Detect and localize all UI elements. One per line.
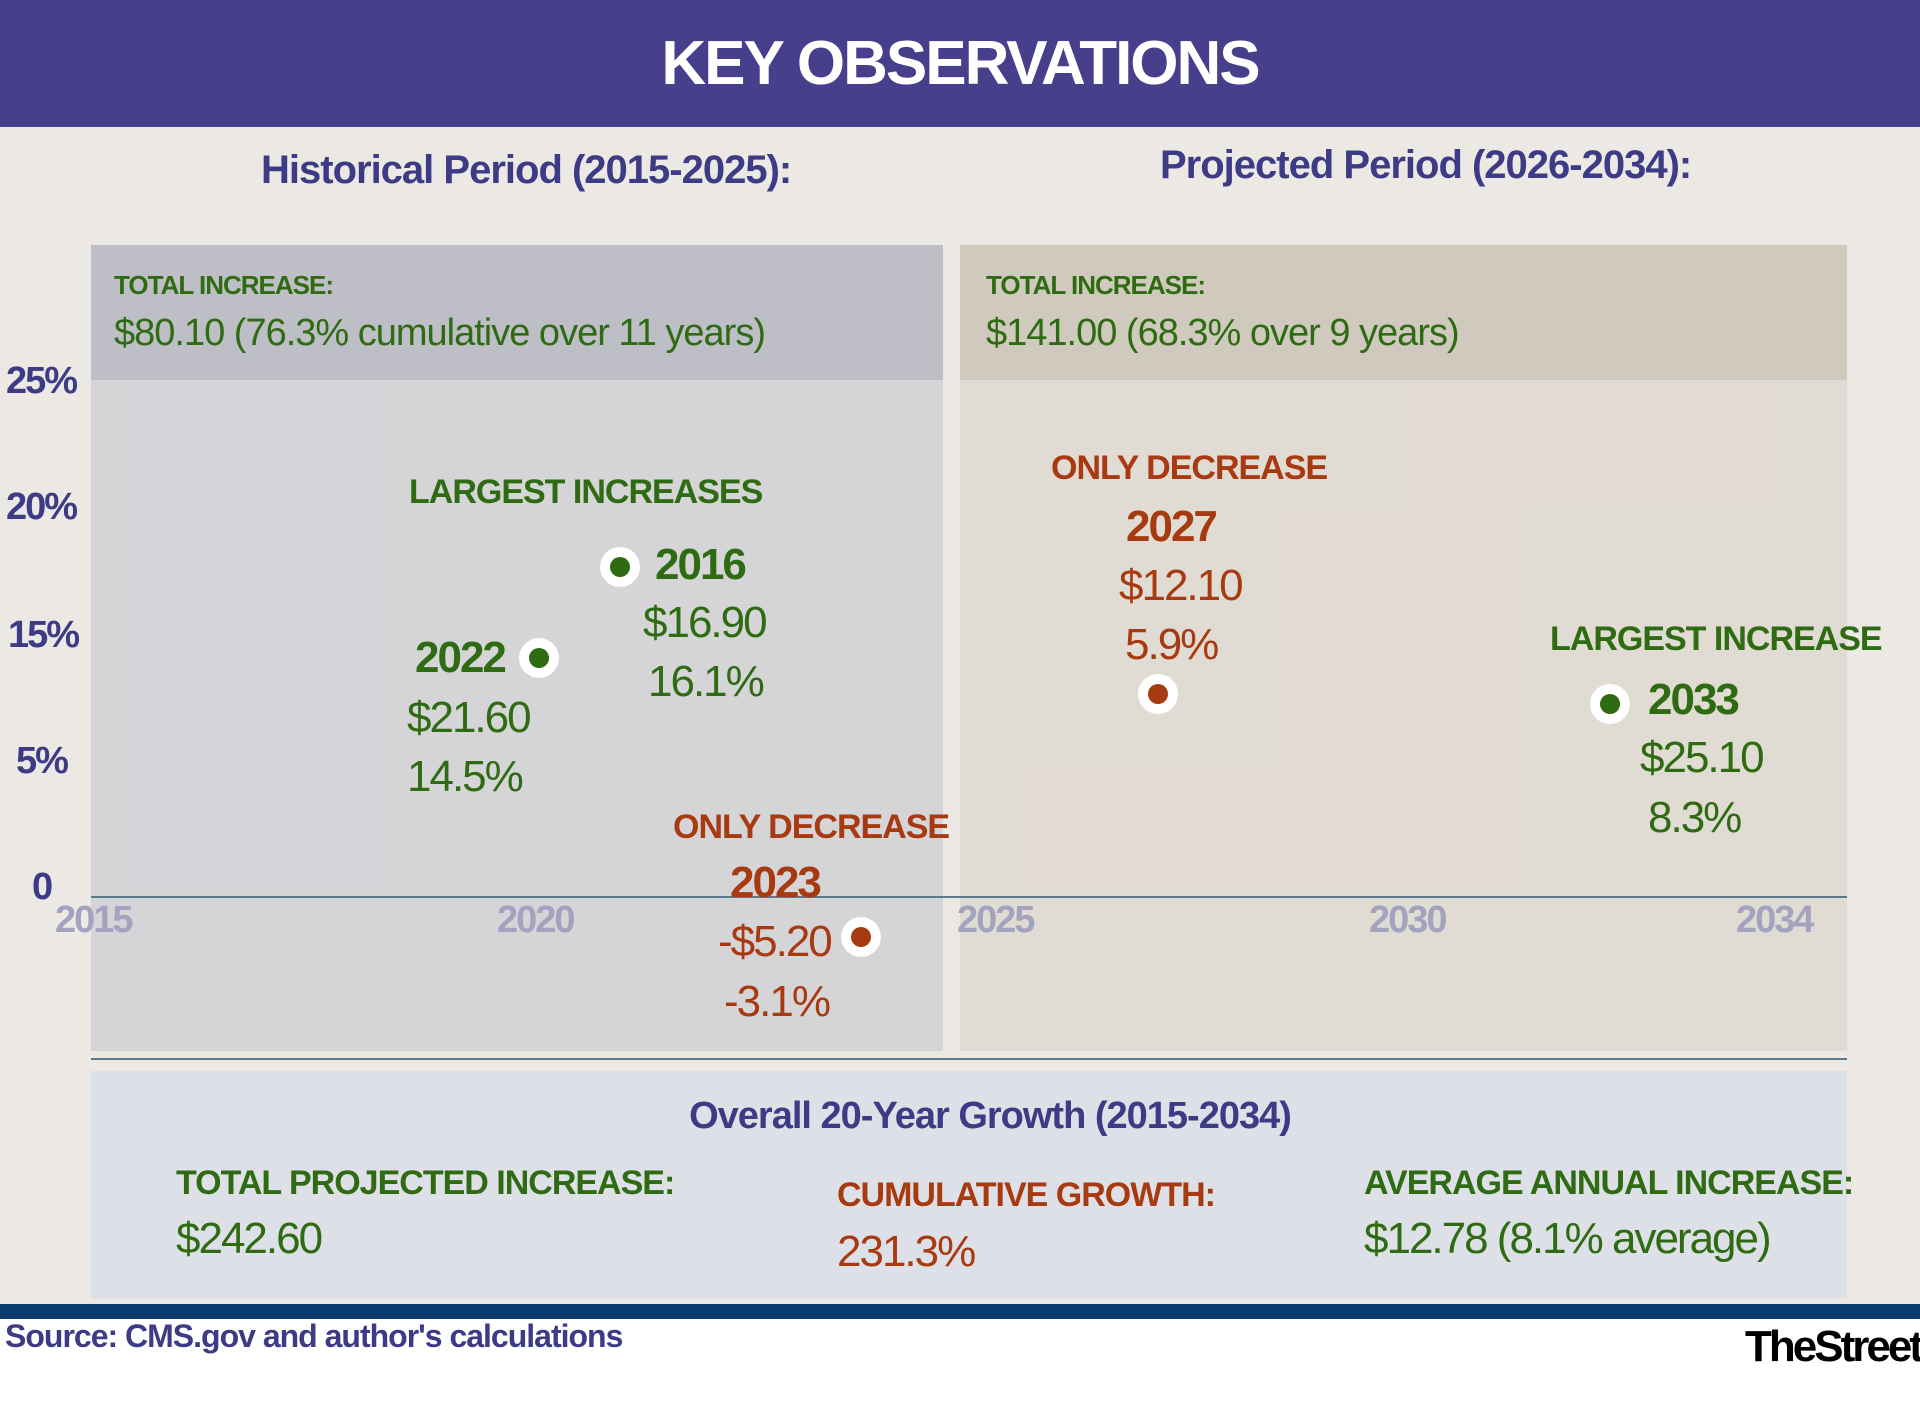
historical-panel: TOTAL INCREASE: $80.10 (76.3% cumulative… [91, 245, 943, 1051]
total-projected-value: $242.60 [176, 1214, 323, 1263]
year-2027: 2027 [1126, 502, 1218, 551]
projected-total-band [960, 245, 1847, 380]
cumulative-growth-value: 231.3% [837, 1227, 976, 1276]
pct-2022: 14.5% [407, 752, 524, 801]
average-annual-value: $12.78 (8.1% average) [1364, 1214, 1772, 1263]
y-tick-label: 0 [32, 866, 53, 908]
y-tick-label: 15% [8, 614, 80, 656]
only-decrease-label: ONLY DECREASE [673, 808, 950, 846]
pct-2023: -3.1% [724, 977, 831, 1026]
amount-2033: $25.10 [1640, 733, 1765, 782]
pct-2033: 8.3% [1648, 793, 1742, 842]
historical-heading: Historical Period (2015-2025): [261, 148, 792, 192]
point-2033 [1590, 684, 1630, 724]
thestreet-logo: TheStreet. [1745, 1322, 1920, 1371]
projected-total-value: $141.00 (68.3% over 9 years) [986, 312, 1460, 354]
footer-bar [0, 1304, 1920, 1319]
point-2023 [841, 917, 881, 957]
year-2022: 2022 [415, 633, 507, 682]
footer [0, 1319, 1920, 1412]
year-2033: 2033 [1648, 675, 1740, 724]
y-tick-label: 5% [16, 740, 69, 782]
year-2016: 2016 [655, 540, 747, 589]
only-decrease-label: ONLY DECREASE [1051, 449, 1328, 487]
point-2027 [1138, 674, 1178, 714]
total-projected-label: TOTAL PROJECTED INCREASE: [176, 1164, 675, 1202]
page-title: KEY OBSERVATIONS [661, 29, 1260, 98]
divider [91, 1058, 1847, 1060]
projected-total-label: TOTAL INCREASE: [986, 270, 1206, 300]
projected-panel: TOTAL INCREASE: $141.00 (68.3% over 9 ye… [960, 245, 1847, 1051]
historical-total-band [91, 245, 943, 380]
header-bar [0, 0, 1920, 127]
x-tick-label: 2034 [1736, 899, 1815, 941]
amount-2023: -$5.20 [718, 917, 833, 966]
average-annual-label: AVERAGE ANNUAL INCREASE: [1364, 1164, 1854, 1202]
x-tick-label: 2025 [957, 899, 1036, 941]
pct-2016: 16.1% [648, 657, 765, 706]
source-note: Source: CMS.gov and author's calculation… [5, 1318, 623, 1354]
x-tick-label: 2015 [55, 899, 134, 941]
point-2016 [600, 547, 640, 587]
x-axis-line [91, 896, 1847, 898]
y-tick-label: 25% [6, 360, 78, 402]
x-tick-label: 2030 [1369, 899, 1448, 941]
x-tick-label: 2020 [497, 899, 576, 941]
point-2022 [519, 638, 559, 678]
pct-2027: 5.9% [1125, 620, 1219, 669]
amount-2022: $21.60 [407, 693, 532, 742]
historical-total-value: $80.10 (76.3% cumulative over 11 years) [114, 312, 766, 354]
largest-increases-label: LARGEST INCREASES [409, 473, 763, 511]
largest-increase-label: LARGEST INCREASE [1550, 620, 1883, 658]
historical-total-label: TOTAL INCREASE: [114, 270, 334, 300]
overall-heading: Overall 20-Year Growth (2015-2034) [689, 1095, 1292, 1137]
projected-heading: Projected Period (2026-2034): [1160, 143, 1692, 187]
year-2023: 2023 [730, 858, 822, 907]
overall-panel [91, 1071, 1847, 1298]
cumulative-growth-label: CUMULATIVE GROWTH: [837, 1176, 1216, 1214]
amount-2027: $12.10 [1119, 561, 1244, 610]
amount-2016: $16.90 [643, 598, 768, 647]
y-tick-label: 20% [6, 486, 78, 528]
